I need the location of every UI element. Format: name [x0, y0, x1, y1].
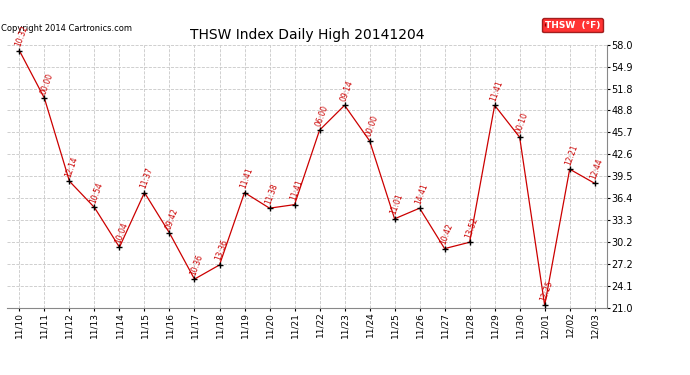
Text: 13:36: 13:36 — [214, 238, 230, 262]
Text: 10:42: 10:42 — [439, 222, 455, 246]
Legend: THSW  (°F): THSW (°F) — [542, 18, 602, 32]
Text: 00:00: 00:00 — [364, 114, 380, 138]
Text: 10:36: 10:36 — [189, 253, 205, 276]
Text: 12:14: 12:14 — [63, 155, 79, 178]
Text: 12:21: 12:21 — [564, 143, 580, 166]
Text: Copyright 2014 Cartronics.com: Copyright 2014 Cartronics.com — [1, 24, 132, 33]
Text: 10:54: 10:54 — [89, 181, 105, 205]
Text: 06:00: 06:00 — [314, 104, 330, 128]
Title: THSW Index Daily High 20141204: THSW Index Daily High 20141204 — [190, 28, 424, 42]
Text: 11:38: 11:38 — [264, 182, 279, 206]
Text: 12:44: 12:44 — [589, 157, 605, 181]
Text: 11:41: 11:41 — [239, 166, 255, 190]
Text: 11:41: 11:41 — [289, 178, 305, 202]
Text: 13:52: 13:52 — [464, 216, 480, 240]
Text: 10:32: 10:32 — [14, 24, 30, 48]
Text: 14:41: 14:41 — [414, 182, 430, 206]
Text: 12:25: 12:25 — [539, 279, 555, 303]
Text: 11:01: 11:01 — [389, 193, 405, 216]
Text: 00:00: 00:00 — [39, 72, 55, 95]
Text: 00:10: 00:10 — [514, 111, 530, 135]
Text: 09:14: 09:14 — [339, 79, 355, 102]
Text: 10:04: 10:04 — [114, 221, 130, 245]
Text: 11:37: 11:37 — [139, 166, 155, 190]
Text: 09:42: 09:42 — [164, 207, 179, 230]
Text: 11:41: 11:41 — [489, 79, 505, 102]
